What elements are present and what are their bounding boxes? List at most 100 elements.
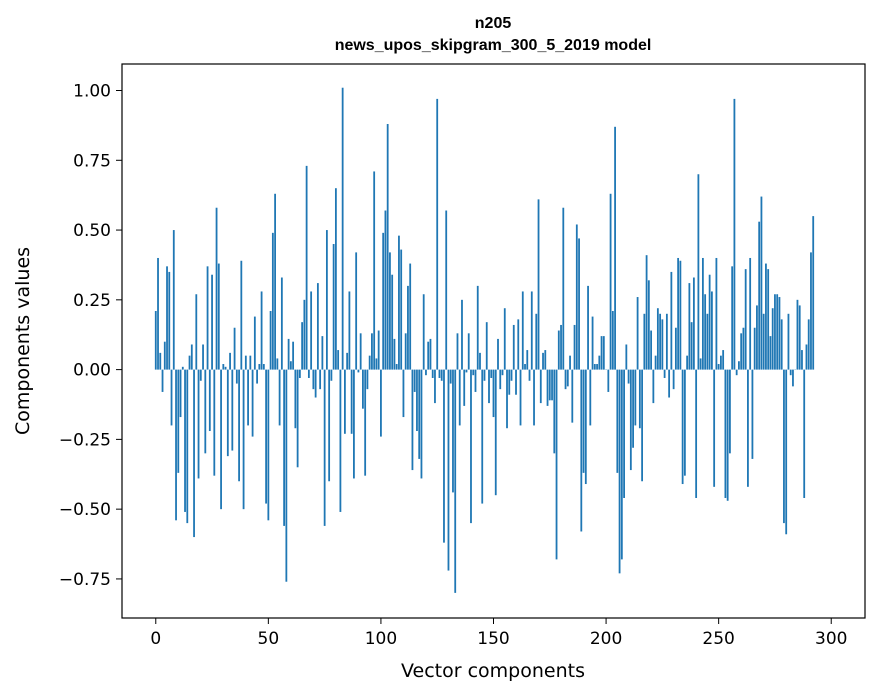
bar-238: [690, 322, 693, 370]
x-tick-label-200: 200: [590, 629, 622, 649]
bar-245: [706, 313, 709, 370]
bar-72: [316, 283, 319, 370]
bar-83: [341, 87, 344, 370]
bar-31: [224, 366, 227, 370]
bar-241: [697, 174, 700, 370]
bar-140: [470, 369, 472, 524]
bar-209: [625, 344, 628, 370]
bar-0: [154, 311, 157, 370]
bar-38: [240, 260, 243, 370]
bar-285: [796, 299, 799, 370]
bar-35: [233, 327, 236, 370]
bar-179: [557, 330, 560, 370]
x-tick-label-300: 300: [815, 629, 847, 649]
bar-269: [760, 196, 763, 370]
bar-102: [384, 210, 387, 370]
bar-194: [591, 316, 594, 370]
bar-142: [474, 369, 477, 392]
bar-206: [618, 369, 621, 574]
bar-125: [436, 98, 439, 370]
bar-289: [805, 344, 808, 370]
bar-253: [724, 369, 727, 498]
bar-46: [258, 364, 261, 370]
bar-119: [422, 294, 425, 370]
bar-26: [213, 369, 216, 476]
bar-11: [179, 369, 182, 418]
bar-9: [175, 369, 177, 521]
bar-155: [503, 308, 506, 370]
bar-84: [344, 369, 346, 434]
y-axis-ticks: −0.75 −0.50 −0.25 0.00 0.25 0.50 0.75 1.00: [59, 82, 122, 590]
bar-54: [276, 358, 279, 370]
bar-235: [683, 369, 686, 476]
bar-96: [371, 333, 373, 370]
bar-126: [438, 369, 441, 378]
bar-188: [578, 238, 580, 370]
bar-97: [373, 171, 376, 370]
bar-20: [199, 369, 202, 381]
bar-265: [751, 369, 754, 459]
bar-115: [413, 369, 416, 392]
bar-234: [681, 369, 684, 485]
bar-217: [643, 313, 646, 370]
bar-283: [792, 369, 794, 387]
bar-196: [596, 364, 598, 370]
bar-104: [389, 252, 391, 370]
bar-103: [386, 124, 389, 370]
bar-259: [738, 361, 740, 370]
chart-title: n205: [475, 15, 512, 32]
bar-272: [767, 269, 770, 370]
bar-166: [528, 369, 531, 381]
bar-161: [517, 319, 520, 370]
bar-69: [310, 291, 313, 370]
bar-64: [298, 369, 301, 378]
bar-99: [377, 330, 380, 370]
x-tick-label-150: 150: [477, 629, 509, 649]
bar-220: [650, 330, 653, 370]
bar-228: [668, 369, 671, 398]
bar-147: [485, 322, 488, 370]
bar-4: [163, 341, 166, 370]
bar-192: [587, 285, 589, 370]
bar-177: [553, 369, 556, 454]
bar-58: [285, 369, 288, 582]
bar-68: [307, 369, 310, 378]
bar-205: [616, 369, 619, 473]
bar-144: [479, 352, 481, 370]
bar-149: [490, 369, 493, 378]
bar-90: [357, 369, 360, 373]
bar-6: [168, 271, 171, 370]
bar-27: [215, 207, 218, 370]
bar-292: [812, 216, 815, 370]
bar-56: [280, 277, 283, 370]
bar-10: [177, 369, 180, 473]
bar-199: [602, 336, 605, 370]
bar-250: [717, 364, 720, 370]
bar-23: [206, 266, 209, 370]
bar-92: [362, 369, 364, 409]
bar-210: [627, 369, 630, 384]
bar-109: [400, 249, 403, 370]
bar-40: [244, 355, 247, 370]
bar-81: [337, 350, 340, 370]
bar-160: [515, 369, 517, 395]
bar-17: [193, 369, 195, 538]
bar-216: [641, 369, 643, 482]
bar-95: [368, 355, 371, 370]
bar-71: [314, 369, 317, 398]
bar-53: [274, 193, 276, 370]
bar-257: [733, 98, 736, 370]
bar-89: [355, 252, 358, 370]
bar-203: [611, 311, 614, 370]
bar-93: [364, 369, 367, 476]
bar-176: [551, 369, 553, 401]
bar-221: [652, 369, 655, 404]
bar-123: [431, 369, 434, 378]
bar-197: [598, 355, 601, 370]
bar-254: [726, 369, 729, 501]
bar-172: [542, 352, 544, 370]
bar-212: [632, 369, 634, 448]
bar-18: [195, 294, 198, 370]
bar-154: [501, 369, 504, 376]
bar-240: [695, 369, 698, 498]
